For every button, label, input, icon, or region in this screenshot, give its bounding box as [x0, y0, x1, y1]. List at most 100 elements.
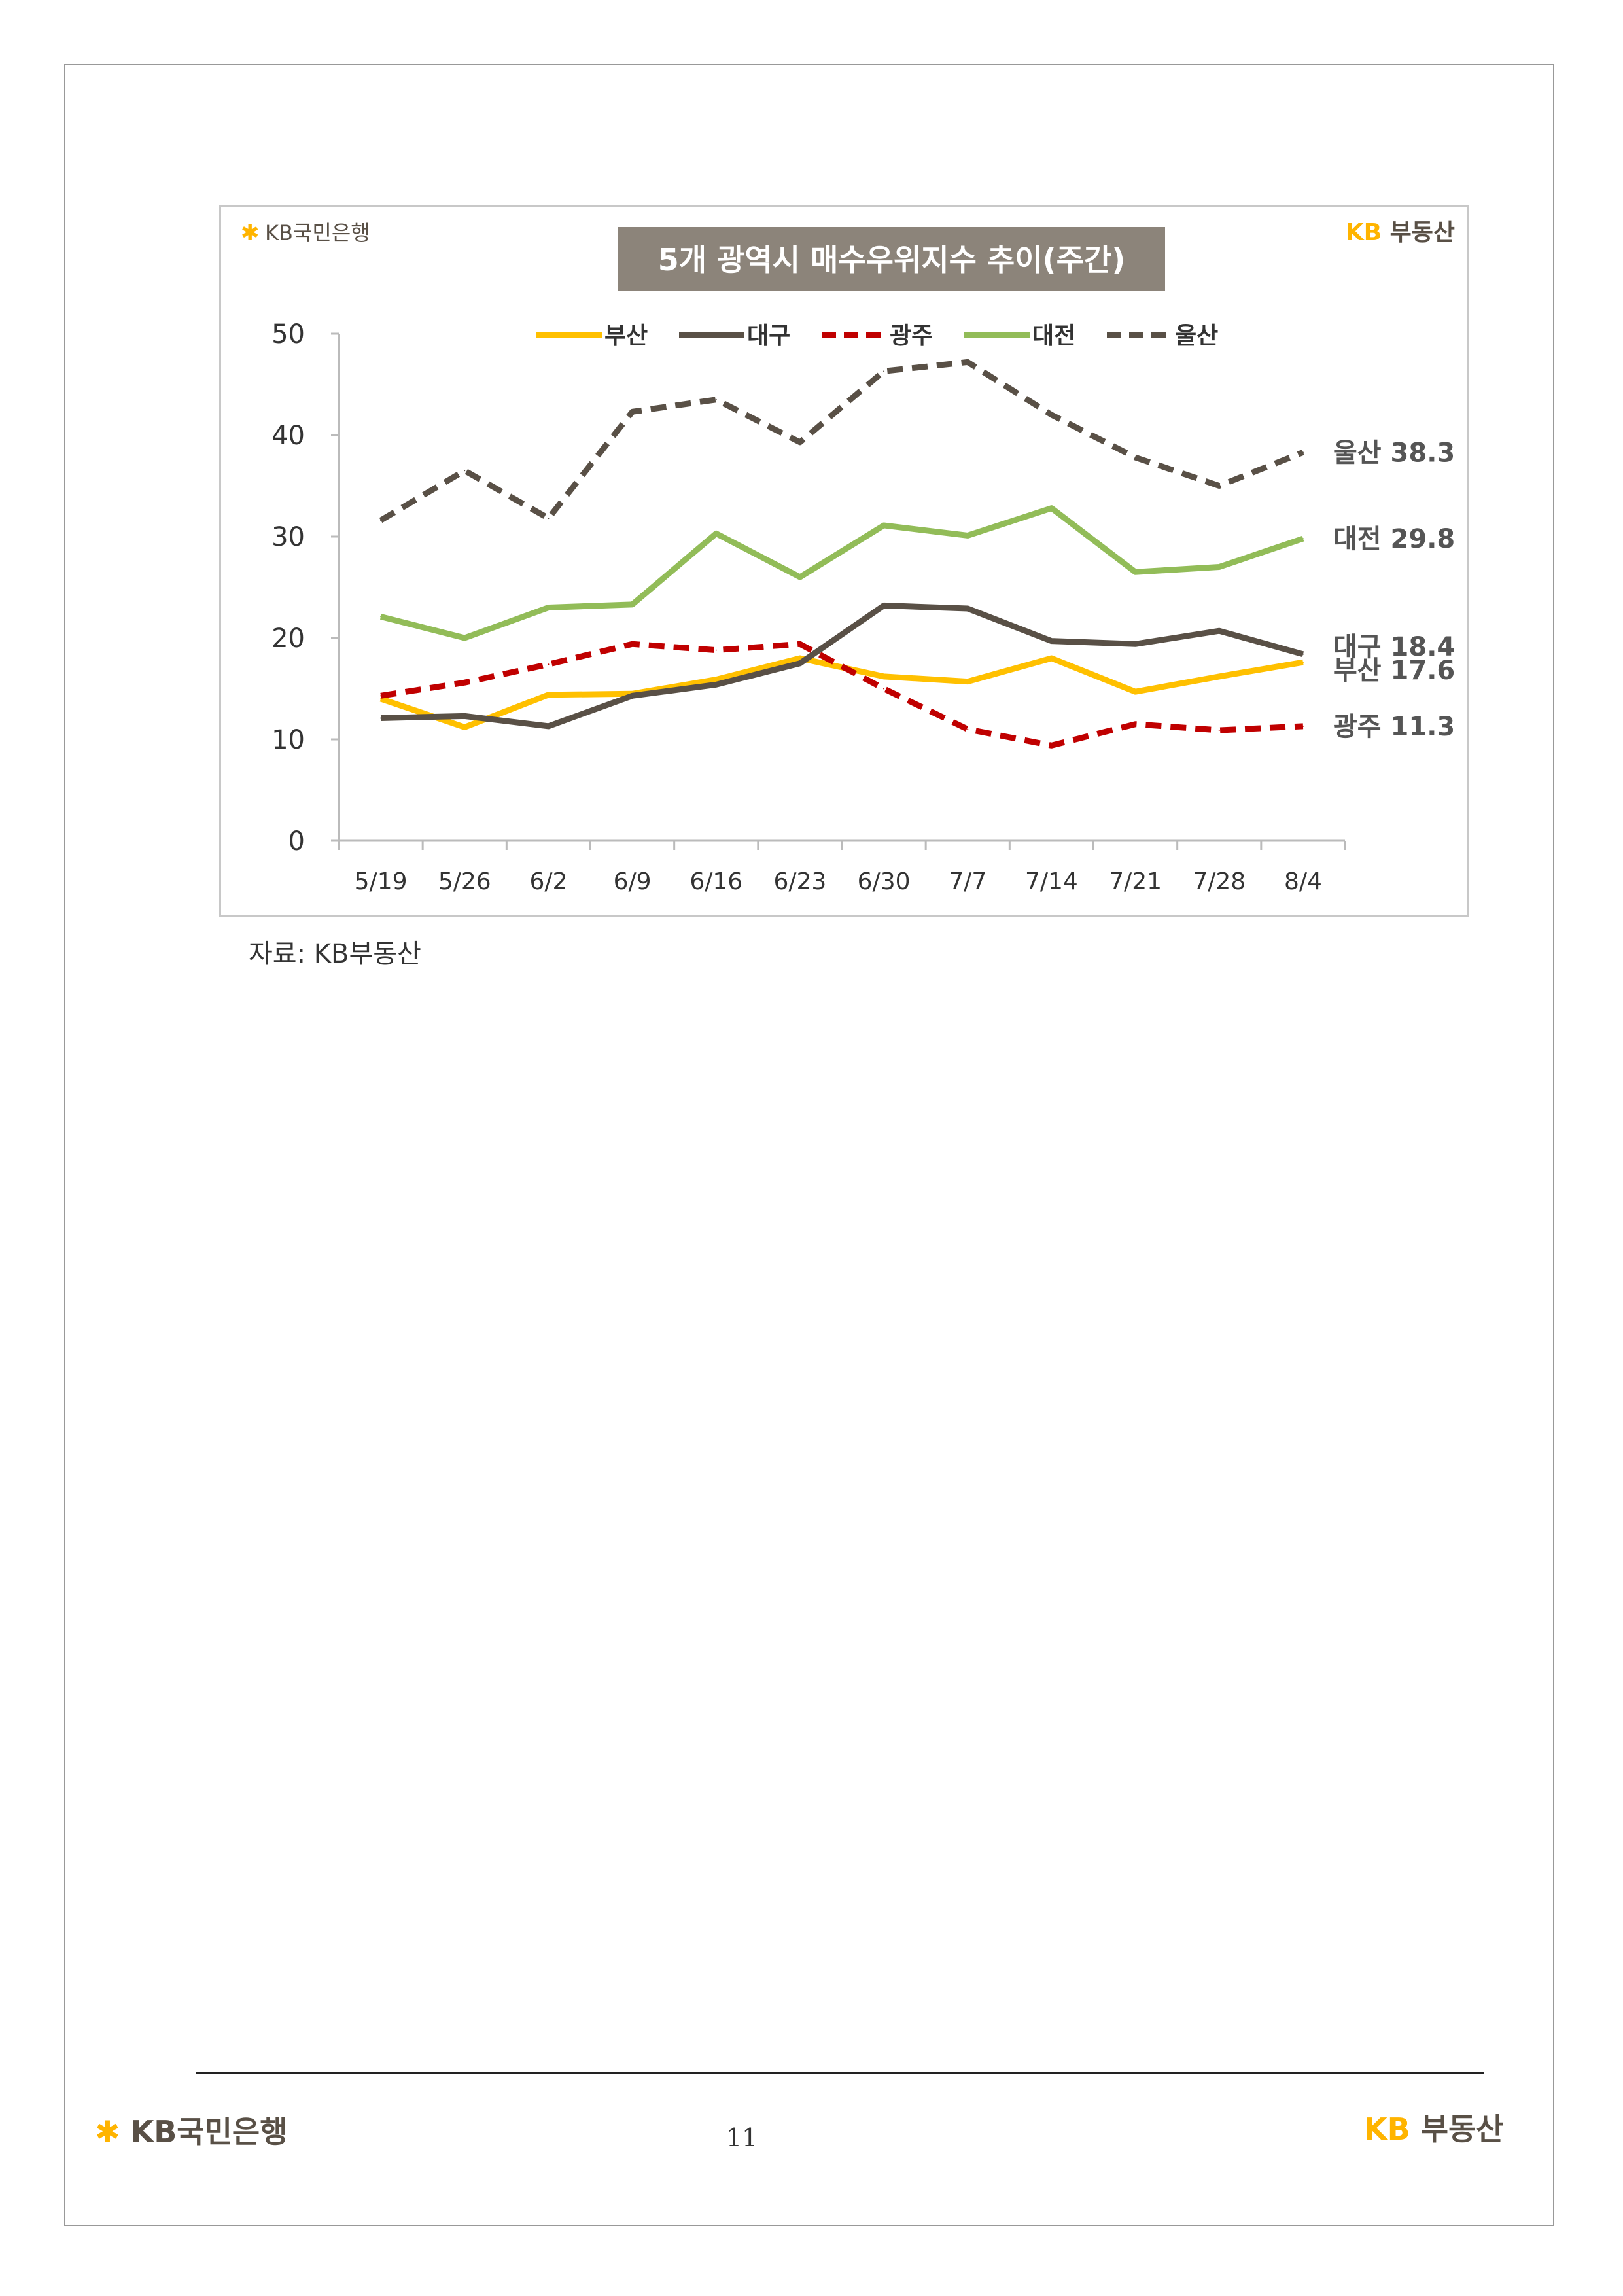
data-point	[799, 662, 801, 664]
data-point	[799, 658, 801, 659]
chart-title: 5개 광역시 매수우위지수 추이(주간)	[658, 242, 1126, 277]
source-note: 자료: KB부동산	[249, 939, 421, 969]
series-line-대구	[380, 602, 1304, 730]
x-tick-label: 5/19	[355, 868, 408, 895]
data-point	[380, 717, 382, 719]
end-label: 울산 38.3	[1333, 438, 1455, 468]
data-point	[1051, 745, 1053, 747]
y-tick-label: 50	[271, 319, 305, 349]
data-point	[464, 470, 466, 472]
data-point	[799, 576, 801, 578]
data-point	[1218, 566, 1220, 568]
data-point	[883, 605, 885, 607]
data-point	[715, 533, 717, 535]
data-point	[1302, 538, 1304, 540]
page-border	[64, 64, 1554, 2226]
x-tick-label: 5/26	[438, 868, 491, 895]
x-tick-label: 6/30	[858, 868, 911, 895]
data-point	[1134, 643, 1136, 645]
chart-container	[219, 205, 1469, 917]
end-label: 광주 11.3	[1333, 712, 1455, 742]
kb-star-icon: ✱	[95, 2114, 120, 2149]
x-tick-label: 6/16	[689, 868, 742, 895]
data-point	[548, 725, 550, 727]
x-tick-label: 6/2	[529, 868, 567, 895]
data-point	[1134, 723, 1136, 725]
y-tick-label: 0	[288, 826, 305, 857]
data-point	[1218, 730, 1220, 732]
data-point	[464, 682, 466, 684]
series-line-광주	[380, 641, 1304, 749]
x-tick-label: 7/21	[1109, 868, 1162, 895]
end-label: 부산 17.6	[1333, 656, 1455, 686]
data-point	[380, 616, 382, 618]
data-point	[464, 715, 466, 717]
data-point	[1218, 675, 1220, 677]
end-label: 대전 29.8	[1333, 524, 1455, 554]
data-point	[967, 361, 969, 363]
footer-realty-logo: KB 부동산	[1364, 2111, 1504, 2147]
y-tick-label: 20	[271, 624, 305, 654]
data-point	[1218, 630, 1220, 632]
data-point	[883, 370, 885, 372]
series-line-울산	[379, 359, 1304, 523]
data-point	[1302, 451, 1304, 453]
chart-realty-logo: KB 부동산	[1346, 219, 1455, 246]
page-number: 11	[726, 2123, 758, 2152]
data-point	[631, 603, 633, 605]
data-point	[631, 643, 633, 645]
line-chart: ✱ KB국민은행 KB 부동산 5개 광역시 매수우위지수 추이(주간) 0 10…	[241, 219, 1455, 895]
data-point	[883, 688, 885, 690]
data-point	[1134, 457, 1136, 459]
data-point	[464, 726, 466, 728]
x-tick-label: 7/7	[949, 868, 986, 895]
data-point	[631, 695, 633, 697]
x-tick-label: 7/28	[1193, 868, 1246, 895]
data-point	[883, 675, 885, 677]
data-point	[967, 680, 969, 682]
data-point	[967, 728, 969, 730]
y-tick-label: 40	[271, 421, 305, 451]
data-point	[548, 694, 550, 696]
data-point	[715, 684, 717, 686]
x-tick-label: 6/9	[614, 868, 652, 895]
data-point	[715, 679, 717, 680]
data-point	[1302, 662, 1304, 663]
chart-title-box	[618, 227, 1165, 291]
data-point	[464, 637, 466, 639]
footer-divider	[196, 2072, 1484, 2074]
data-point	[799, 643, 801, 645]
y-tick-label: 10	[271, 725, 305, 755]
data-point	[1218, 485, 1220, 487]
data-point	[799, 441, 801, 443]
chart-bank-logo: ✱ KB국민은행	[241, 220, 370, 246]
data-point	[967, 608, 969, 610]
legend-label: 부산	[604, 323, 648, 349]
data-point	[1051, 507, 1053, 509]
svg-text:KB국민은행: KB국민은행	[265, 221, 370, 245]
data-point	[883, 524, 885, 526]
y-tick-label: 30	[271, 522, 305, 552]
data-point	[967, 535, 969, 537]
data-point	[380, 698, 382, 699]
data-point	[380, 695, 382, 697]
footer-bank-logo: ✱ KB국민은행	[95, 2114, 288, 2149]
end-label: 대구 18.4	[1333, 632, 1455, 662]
data-point	[1134, 691, 1136, 693]
data-point	[1051, 658, 1053, 659]
data-point	[1051, 414, 1053, 415]
legend-label: 광주	[890, 323, 933, 349]
data-point	[715, 649, 717, 651]
x-tick-label: 7/14	[1025, 868, 1078, 895]
svg-text:✱: ✱	[241, 220, 260, 246]
data-point	[1134, 571, 1136, 573]
data-point	[548, 607, 550, 609]
data-point	[715, 398, 717, 400]
data-point	[380, 520, 382, 521]
x-tick-label: 6/23	[773, 868, 826, 895]
data-point	[631, 411, 633, 413]
legend-label: 대구	[747, 323, 790, 349]
legend-label: 울산	[1175, 323, 1218, 349]
data-point	[548, 663, 550, 665]
x-tick-label: 8/4	[1284, 868, 1322, 895]
